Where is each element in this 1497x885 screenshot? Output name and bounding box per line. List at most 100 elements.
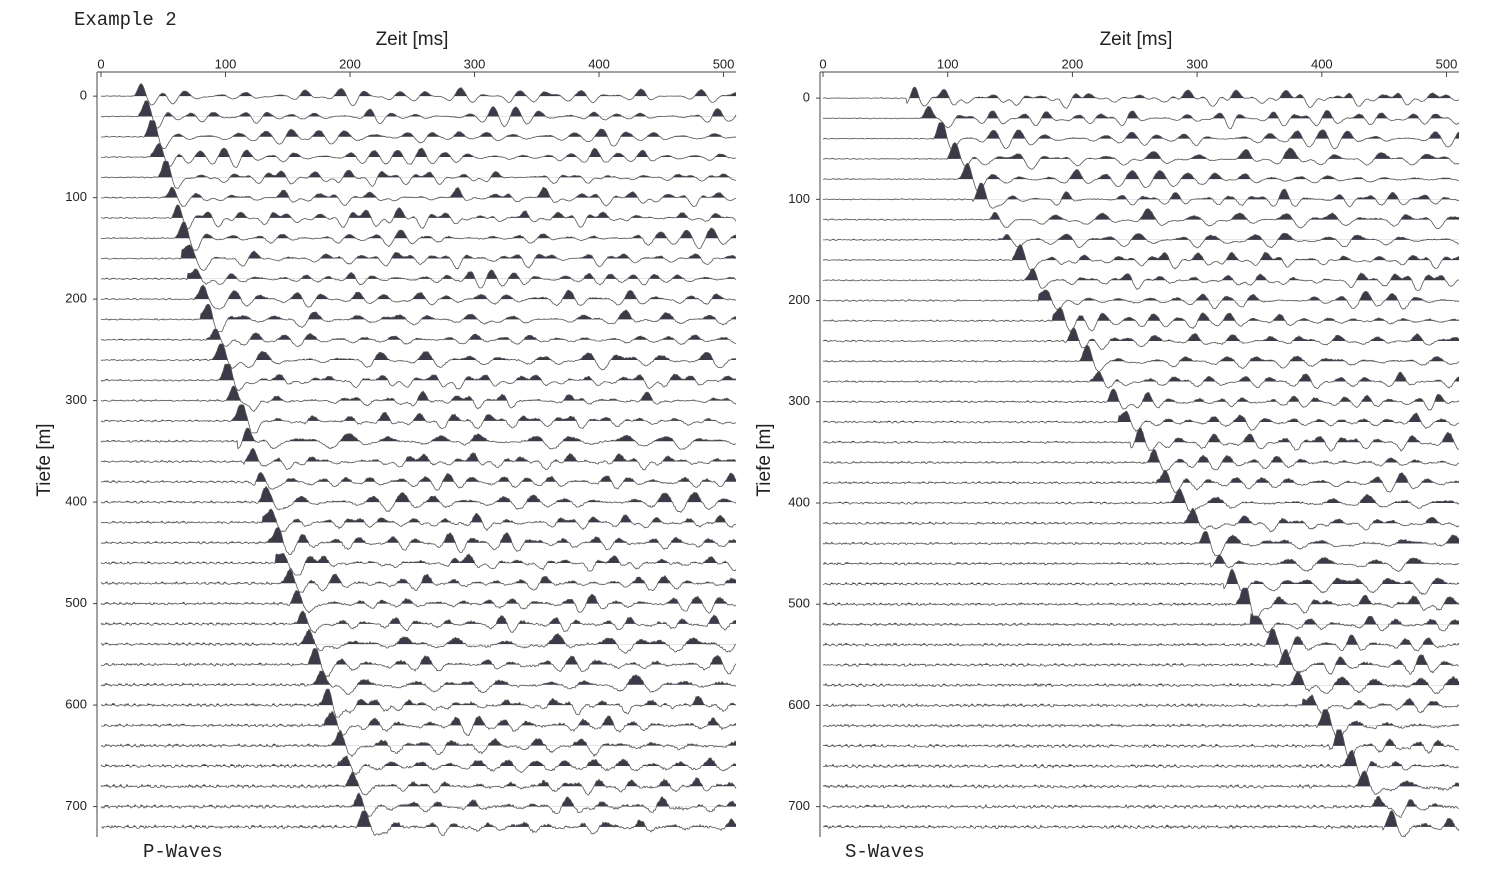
trace — [100, 100, 737, 129]
trace — [822, 729, 1460, 759]
trace — [100, 328, 737, 348]
trace — [822, 770, 1460, 795]
trace-line — [100, 303, 737, 332]
trace — [822, 208, 1460, 229]
trace-fill — [101, 187, 736, 198]
trace — [100, 160, 737, 189]
trace-fill — [101, 590, 736, 604]
trace-line — [822, 488, 1460, 513]
y-tick-label: 700 — [788, 798, 810, 813]
trace — [822, 749, 1459, 779]
y-tick-label: 300 — [65, 392, 87, 407]
trace — [822, 371, 1460, 389]
trace — [100, 771, 737, 796]
trace-line — [823, 232, 1460, 249]
trace — [822, 649, 1460, 675]
trace — [100, 485, 737, 514]
y-tick-label: 300 — [788, 393, 810, 408]
trace — [100, 792, 737, 818]
trace-line — [822, 770, 1460, 795]
trace-line — [822, 587, 1460, 617]
trace-line — [822, 86, 1460, 109]
trace — [100, 610, 737, 634]
trace — [100, 472, 737, 491]
trace-line — [822, 289, 1460, 310]
trace — [101, 810, 737, 836]
trace-fill — [823, 628, 1459, 645]
trace-line — [100, 120, 737, 150]
trace-fill — [101, 486, 736, 503]
trace-fill — [101, 364, 736, 381]
trace-fill — [101, 143, 736, 158]
trace-line — [100, 404, 737, 434]
y-tick-label: 0 — [803, 90, 810, 105]
trace — [100, 284, 737, 310]
trace-line — [822, 694, 1460, 715]
trace — [822, 507, 1460, 533]
trace — [100, 268, 737, 289]
trace — [100, 385, 737, 413]
trace — [100, 648, 737, 677]
trace — [822, 488, 1460, 513]
trace-line — [822, 554, 1460, 572]
x-axis-label: Zeit [ms] — [376, 29, 449, 50]
trace-line — [822, 306, 1460, 332]
trace-line — [822, 568, 1460, 596]
trace-line — [101, 83, 737, 107]
trace — [822, 709, 1460, 739]
trace-line — [822, 327, 1460, 350]
trace-line — [822, 530, 1460, 556]
trace — [822, 449, 1460, 473]
trace — [100, 755, 737, 776]
trace — [100, 628, 737, 654]
trace-line — [100, 186, 737, 208]
trace-fill — [823, 770, 1459, 787]
trace-line — [100, 755, 737, 776]
trace-fill — [101, 772, 736, 787]
trace — [822, 587, 1460, 617]
y-tick-label: 500 — [65, 595, 87, 610]
trace-fill — [101, 386, 736, 401]
trace-line — [100, 268, 737, 289]
trace-fill — [823, 87, 1459, 99]
trace-line — [100, 610, 737, 634]
trace-fill — [101, 83, 736, 97]
trace — [100, 120, 737, 150]
trace-fill — [823, 307, 1459, 321]
trace-fill — [823, 244, 1459, 261]
trace-fill — [823, 554, 1459, 564]
trace-line — [822, 507, 1460, 533]
y-tick-label: 0 — [80, 88, 87, 103]
trace-fill — [101, 509, 736, 523]
y-tick-label: 200 — [788, 292, 810, 307]
trace-line — [101, 810, 737, 836]
trace — [100, 670, 737, 695]
trace-fill — [823, 183, 1459, 200]
trace — [100, 730, 737, 758]
trace-line — [100, 485, 737, 514]
trace — [100, 204, 737, 230]
x-tick-label: 500 — [1436, 56, 1458, 71]
trace-fill — [101, 755, 736, 766]
trace-fill — [823, 672, 1459, 686]
trace-line — [822, 122, 1460, 151]
trace-line — [822, 427, 1460, 452]
trace-fill — [101, 472, 736, 482]
trace — [100, 244, 737, 271]
x-tick-label: 300 — [1186, 56, 1208, 71]
trace — [822, 86, 1460, 109]
trace-line — [822, 649, 1460, 675]
trace-line — [100, 527, 737, 556]
trace — [822, 327, 1460, 350]
trace-line — [822, 105, 1460, 130]
trace-fill — [101, 527, 736, 543]
heading: Example 2 — [74, 9, 177, 31]
trace — [101, 688, 737, 718]
caption: P-Waves — [143, 841, 223, 863]
trace-fill — [823, 569, 1459, 584]
x-tick-label: 0 — [97, 56, 104, 71]
trace-fill — [101, 629, 736, 645]
trace-line — [100, 670, 737, 695]
trace-fill — [101, 329, 736, 340]
y-tick-label: 700 — [65, 798, 87, 813]
